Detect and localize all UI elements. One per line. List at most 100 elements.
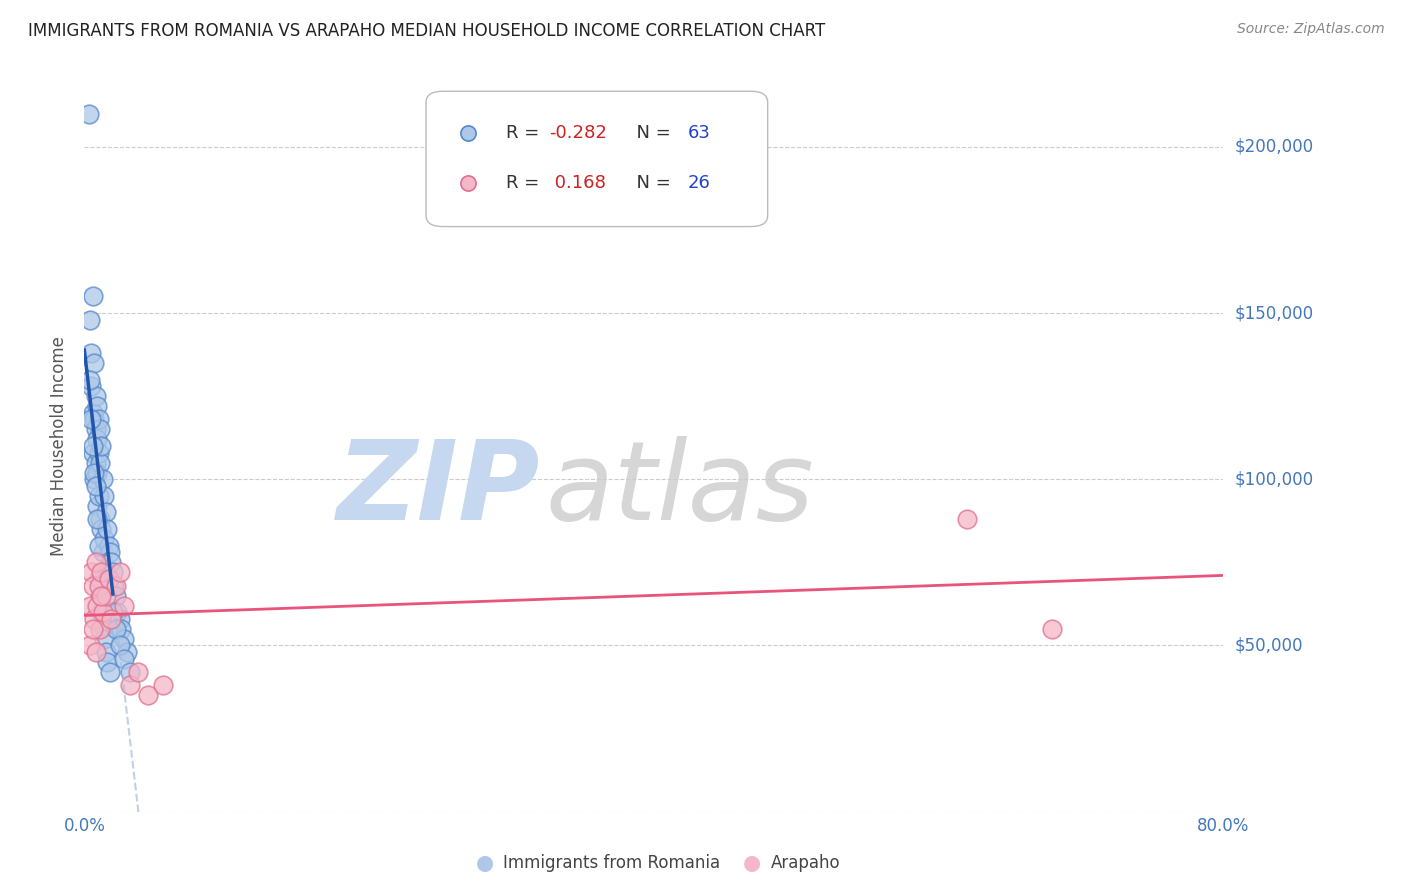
Text: Immigrants from Romania: Immigrants from Romania — [503, 855, 720, 872]
Point — [89, 422, 111, 436]
Text: -0.282: -0.282 — [548, 124, 607, 142]
FancyBboxPatch shape — [426, 91, 768, 227]
Point — [80, 346, 103, 360]
Point — [112, 652, 135, 666]
Point — [108, 639, 131, 653]
Point — [108, 612, 131, 626]
Point — [84, 456, 107, 470]
Point — [127, 665, 149, 679]
Point — [89, 456, 111, 470]
Point — [93, 632, 115, 646]
Text: IMMIGRANTS FROM ROMANIA VS ARAPAHO MEDIAN HOUSEHOLD INCOME CORRELATION CHART: IMMIGRANTS FROM ROMANIA VS ARAPAHO MEDIA… — [28, 22, 825, 40]
Point — [84, 645, 107, 659]
Point — [84, 479, 107, 493]
Point — [82, 445, 104, 459]
Text: $200,000: $200,000 — [1234, 137, 1313, 156]
Text: ●: ● — [477, 854, 494, 873]
Point — [94, 589, 117, 603]
Point — [82, 622, 104, 636]
Point — [100, 612, 122, 626]
Point — [110, 622, 132, 636]
Point — [84, 389, 107, 403]
Text: Arapaho: Arapaho — [770, 855, 841, 872]
Point — [101, 566, 124, 580]
Point — [86, 433, 108, 447]
Text: 0.168: 0.168 — [548, 174, 606, 192]
Text: N =: N = — [626, 124, 676, 142]
Point — [87, 412, 110, 426]
Point — [82, 439, 104, 453]
Text: R =: R = — [506, 174, 544, 192]
Point — [89, 589, 111, 603]
Point — [83, 412, 105, 426]
Point — [104, 622, 127, 636]
Point — [80, 566, 103, 580]
Point — [103, 579, 125, 593]
Point — [112, 632, 135, 646]
Point — [89, 512, 111, 526]
Point — [94, 566, 117, 580]
Point — [94, 506, 117, 520]
Point — [80, 379, 103, 393]
Text: $100,000: $100,000 — [1234, 470, 1313, 488]
Point — [83, 466, 105, 480]
Text: N =: N = — [626, 174, 676, 192]
Point — [90, 439, 112, 453]
Point — [83, 472, 105, 486]
Text: ZIP: ZIP — [336, 436, 540, 543]
Point — [108, 566, 131, 580]
Point — [138, 689, 160, 703]
Point — [91, 605, 114, 619]
Text: atlas: atlas — [546, 436, 814, 543]
Point — [101, 605, 124, 619]
Point — [956, 512, 979, 526]
Point — [83, 612, 105, 626]
Point — [89, 622, 111, 636]
Point — [82, 289, 104, 303]
Point — [96, 522, 118, 536]
Point — [91, 618, 114, 632]
Point — [1042, 622, 1064, 636]
Point — [97, 539, 120, 553]
Point — [104, 589, 127, 603]
Point — [93, 532, 115, 546]
Point — [79, 312, 101, 326]
Point — [118, 665, 141, 679]
Point — [90, 589, 112, 603]
Point — [553, 805, 575, 819]
Point — [87, 579, 110, 593]
Point — [87, 572, 110, 586]
Point — [90, 522, 112, 536]
Point — [91, 545, 114, 559]
Text: Source: ZipAtlas.com: Source: ZipAtlas.com — [1237, 22, 1385, 37]
Point — [90, 605, 112, 619]
Point — [115, 645, 138, 659]
Point — [105, 605, 128, 619]
Point — [77, 106, 100, 120]
Point — [87, 445, 110, 459]
Point — [84, 555, 107, 569]
Point — [91, 472, 114, 486]
Point — [86, 512, 108, 526]
Text: 26: 26 — [688, 174, 711, 192]
Point — [87, 539, 110, 553]
Point — [82, 406, 104, 420]
Point — [553, 805, 575, 819]
Point — [94, 645, 117, 659]
Point — [104, 579, 127, 593]
Text: $50,000: $50,000 — [1234, 637, 1303, 655]
Point — [118, 678, 141, 692]
Point — [100, 555, 122, 569]
Point — [86, 599, 108, 613]
Point — [87, 489, 110, 503]
Point — [96, 655, 118, 669]
Text: 63: 63 — [688, 124, 711, 142]
Point — [86, 499, 108, 513]
Point — [79, 639, 101, 653]
Point — [98, 665, 121, 679]
Point — [90, 566, 112, 580]
Point — [83, 356, 105, 370]
Point — [80, 412, 103, 426]
Point — [79, 599, 101, 613]
Point — [84, 422, 107, 436]
